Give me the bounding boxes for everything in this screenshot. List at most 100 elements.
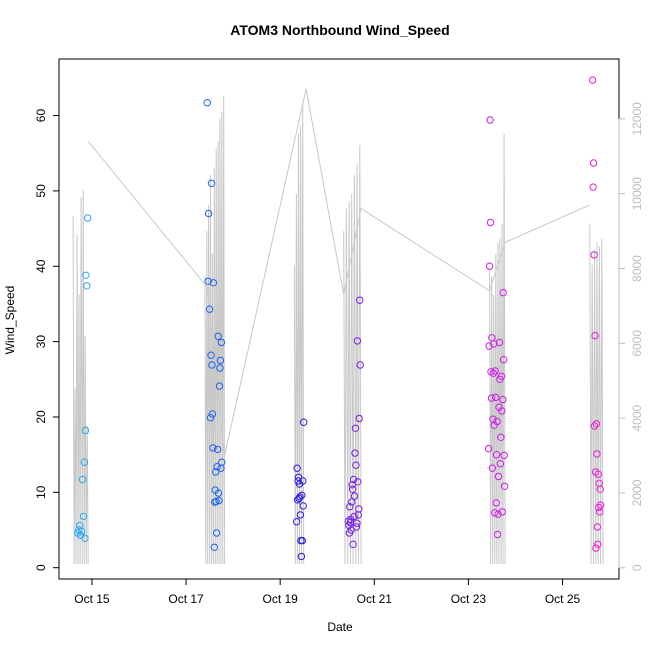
secondary-burst-2 (293, 103, 305, 565)
secondary-burst-0 (72, 189, 89, 565)
data-point (356, 296, 364, 304)
scatter-points (74, 76, 605, 561)
y-axis-left: 0 10 20 30 40 50 60 (34, 109, 60, 571)
data-point (213, 463, 221, 471)
data-point (350, 492, 359, 500)
data-point (492, 499, 500, 507)
data-point (353, 519, 361, 527)
y2-tick-label: 12000 (630, 102, 644, 136)
data-point (588, 76, 597, 84)
data-point (79, 512, 88, 521)
data-point (352, 523, 361, 531)
y-axis-right: 0 2000 4000 6000 8000 10000 12000 (618, 102, 644, 571)
y-axis-label: Wind_Speed (3, 286, 17, 355)
data-point (491, 367, 499, 375)
y-tick-label: 60 (34, 109, 48, 123)
y-tick-label: 10 (34, 485, 48, 499)
chart-title: ATOM3 Northbound Wind_Speed (230, 22, 449, 38)
data-point (204, 209, 213, 218)
data-point (491, 509, 499, 517)
y-tick-label: 20 (34, 410, 48, 424)
data-point (78, 475, 87, 484)
data-point (493, 530, 502, 539)
data-point (353, 337, 362, 345)
data-point (82, 271, 90, 279)
data-point (592, 544, 600, 552)
data-point (595, 479, 603, 487)
data-point (492, 451, 501, 459)
data-point (299, 477, 307, 485)
data-point (498, 508, 506, 516)
data-point (499, 288, 507, 297)
data-point (354, 478, 362, 486)
data-point (351, 449, 359, 457)
data-point (297, 552, 306, 561)
data-point (356, 361, 364, 369)
data-point (499, 395, 507, 404)
data-point (298, 536, 306, 545)
secondary-series (72, 88, 604, 565)
data-point (217, 338, 226, 347)
data-point (596, 508, 604, 516)
data-point (208, 410, 217, 418)
data-point (593, 523, 602, 531)
data-point (496, 460, 505, 468)
y2-tick-label: 0 (630, 564, 644, 571)
x-tick-label: Oct 17 (168, 592, 204, 606)
data-point (300, 418, 308, 426)
x-axis-label: Date (327, 620, 353, 634)
data-point (80, 458, 89, 466)
data-point (349, 540, 357, 548)
data-point (486, 218, 495, 227)
data-point (488, 464, 497, 472)
data-point (349, 475, 358, 484)
secondary-line-0 (87, 88, 591, 456)
data-point (205, 305, 214, 313)
data-point (594, 540, 602, 548)
data-point (216, 356, 225, 365)
x-tick-label: Oct 23 (451, 592, 487, 606)
data-point (596, 501, 605, 509)
data-point (592, 420, 601, 428)
plot-frame (58, 58, 620, 580)
data-point (81, 426, 90, 435)
data-point (204, 277, 212, 285)
y2-tick-label: 8000 (630, 255, 644, 282)
data-point (215, 382, 224, 390)
data-point (292, 518, 301, 526)
data-point (485, 342, 493, 350)
data-point (590, 422, 599, 430)
data-point (213, 445, 222, 454)
data-point (497, 372, 506, 380)
data-point (500, 451, 508, 460)
data-point (296, 493, 304, 501)
y2-tick-label: 6000 (630, 330, 644, 357)
data-point (489, 369, 498, 377)
data-point (348, 498, 356, 506)
data-point (214, 489, 223, 497)
data-point (494, 472, 503, 481)
data-point (208, 361, 216, 369)
data-point (216, 364, 224, 372)
data-point (294, 473, 303, 481)
data-point (589, 159, 598, 167)
data-point (212, 468, 220, 476)
secondary-burst-3 (343, 144, 362, 565)
x-tick-label: Oct 15 (74, 592, 110, 606)
data-point (348, 485, 357, 493)
data-point (207, 351, 215, 359)
x-axis: Oct 15 Oct 17 Oct 19 Oct 21 Oct 23 Oct 25 (74, 578, 581, 606)
y-tick-label: 50 (34, 184, 48, 198)
data-point (348, 481, 356, 489)
x-tick-label: Oct 25 (545, 592, 581, 606)
data-point (299, 502, 307, 510)
secondary-burst-4 (489, 133, 506, 565)
data-point (209, 279, 218, 287)
data-point (210, 543, 219, 551)
data-point (492, 393, 500, 402)
data-point (218, 458, 226, 466)
data-point (355, 505, 363, 513)
y-tick-label: 40 (34, 259, 48, 273)
x-tick-label: Oct 21 (357, 592, 393, 606)
